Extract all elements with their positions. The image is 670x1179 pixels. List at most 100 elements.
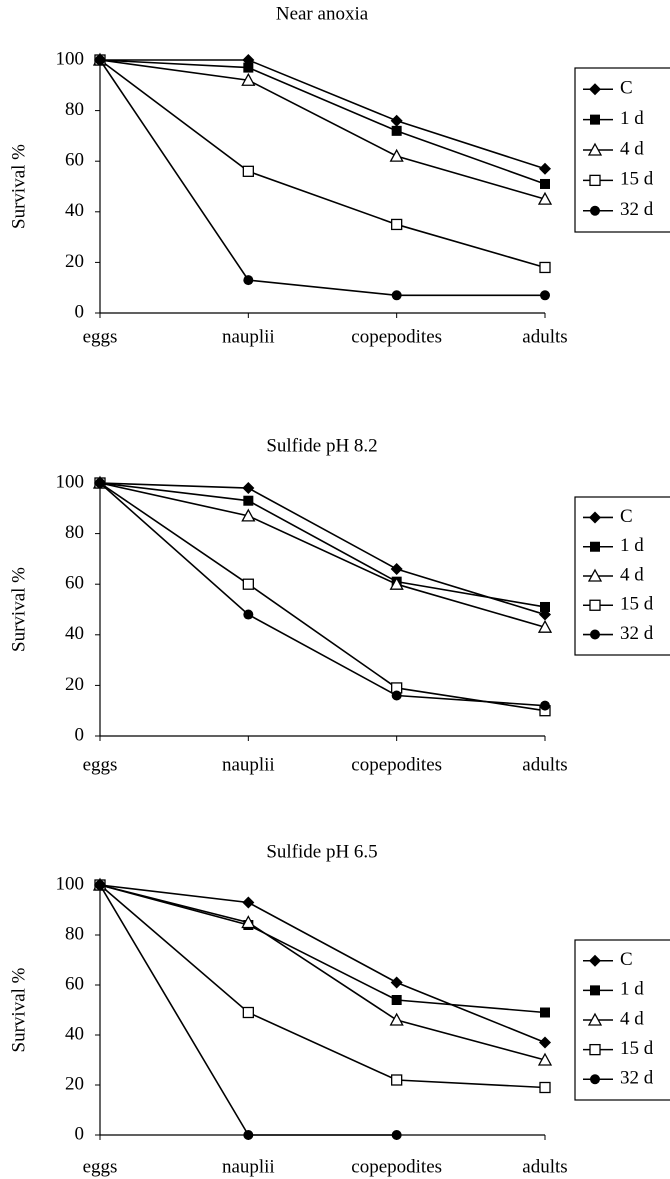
legend-marker <box>589 1043 601 1056</box>
data-point <box>242 896 255 909</box>
data-point <box>537 1052 553 1066</box>
data-point <box>95 880 105 890</box>
x-tick-label: adults <box>522 1156 567 1177</box>
legend-marker <box>589 599 601 611</box>
legend-label: 1 d <box>620 108 644 129</box>
data-point <box>540 700 550 711</box>
legend-label: 15 d <box>620 594 654 615</box>
series-line <box>99 59 546 269</box>
data-point <box>539 261 551 274</box>
data-point <box>243 495 254 506</box>
data-point <box>537 619 553 633</box>
data-point <box>95 55 105 65</box>
y-tick-label: 100 <box>56 48 85 69</box>
y-tick-label: 60 <box>65 973 84 994</box>
legend-marker <box>590 1074 600 1085</box>
x-tick-label: eggs <box>83 754 118 775</box>
data-point <box>242 482 255 495</box>
data-point <box>243 1130 254 1140</box>
data-point <box>391 218 403 231</box>
series-line <box>99 482 546 707</box>
y-tick-label: 0 <box>75 724 85 745</box>
data-point <box>389 576 404 590</box>
y-axis-label: Survival % <box>8 144 29 229</box>
x-tick-label: copepodites <box>351 326 442 347</box>
x-tick-label: copepodites <box>351 754 442 775</box>
y-tick-label: 20 <box>65 1073 84 1094</box>
y-tick-label: 60 <box>65 573 84 594</box>
data-point <box>390 114 403 127</box>
series-line <box>99 482 546 616</box>
legend-marker <box>587 142 603 156</box>
legend-label: 32 d <box>620 623 654 644</box>
legend-label: 4 d <box>620 564 644 585</box>
legend-marker <box>589 954 601 967</box>
x-tick-label: eggs <box>83 326 118 347</box>
series-line <box>99 884 546 1061</box>
legend-marker <box>590 985 600 996</box>
chart-title: Sulfide pH 8.2 <box>266 435 377 456</box>
data-point <box>391 290 402 301</box>
data-point <box>243 275 254 286</box>
series-line <box>99 59 546 200</box>
legend-marker <box>590 114 600 125</box>
data-point <box>242 578 254 590</box>
data-point <box>540 178 550 189</box>
y-tick-label: 20 <box>65 674 84 695</box>
data-point <box>389 148 404 162</box>
data-point <box>391 1074 403 1086</box>
data-point <box>391 125 402 136</box>
legend-label: 1 d <box>620 535 644 556</box>
y-axis-label: Survival % <box>8 567 29 652</box>
series-line <box>99 59 546 185</box>
y-tick-label: 80 <box>65 923 84 944</box>
series-line <box>99 482 546 628</box>
data-point <box>539 1036 551 1049</box>
data-point <box>540 601 550 612</box>
data-point <box>242 165 254 177</box>
x-tick-label: nauplii <box>222 1156 275 1177</box>
legend-label: 15 d <box>620 169 654 190</box>
y-tick-label: 40 <box>65 200 84 221</box>
data-point <box>539 1081 551 1094</box>
x-tick-label: adults <box>522 754 567 775</box>
data-point <box>537 191 553 205</box>
legend-marker <box>590 629 600 640</box>
x-tick-label: nauplii <box>222 326 275 347</box>
legend-marker <box>589 83 601 96</box>
data-point <box>241 72 256 86</box>
legend-label: 32 d <box>620 1068 654 1089</box>
y-tick-label: 100 <box>56 873 85 894</box>
y-tick-label: 60 <box>65 150 84 171</box>
legend-marker <box>590 205 600 216</box>
legend-marker <box>589 174 601 187</box>
legend-label: 4 d <box>620 1008 644 1029</box>
data-point <box>243 62 254 73</box>
data-point <box>241 915 256 929</box>
chart-title: Sulfide pH 6.5 <box>266 841 377 862</box>
series-line <box>99 482 546 608</box>
y-tick-label: 0 <box>75 301 85 322</box>
series-line <box>99 884 546 1089</box>
legend-label: 1 d <box>620 979 644 1000</box>
data-point <box>390 976 403 989</box>
series-line <box>100 59 546 170</box>
legend-label: C <box>620 78 633 99</box>
x-tick-label: copepodites <box>351 1156 442 1177</box>
series-line <box>99 884 546 1014</box>
data-point <box>95 478 105 488</box>
legend-marker <box>587 568 603 582</box>
data-point <box>540 290 550 301</box>
data-point <box>243 609 254 620</box>
data-point <box>242 1006 254 1019</box>
data-point <box>241 508 256 522</box>
series-line <box>99 482 546 712</box>
y-tick-label: 20 <box>65 251 84 272</box>
y-axis-label: Survival % <box>8 967 29 1052</box>
legend-label: C <box>620 949 633 970</box>
legend-marker <box>589 511 601 524</box>
data-point <box>389 1012 404 1026</box>
y-tick-label: 80 <box>65 99 84 120</box>
